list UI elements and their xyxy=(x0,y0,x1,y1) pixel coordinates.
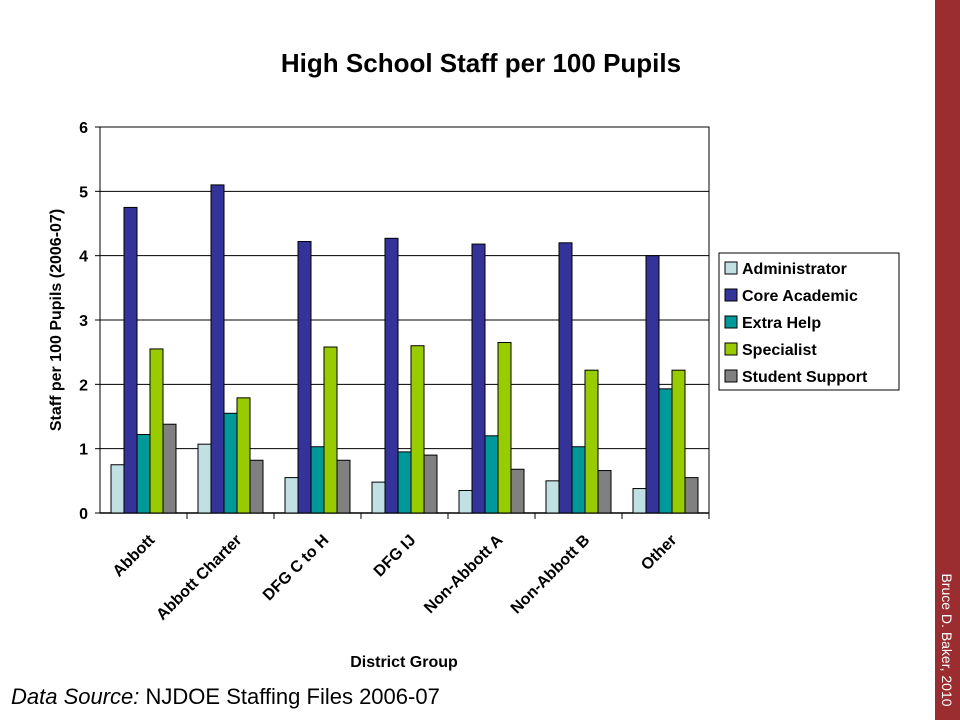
legend-swatch xyxy=(724,261,738,275)
legend-swatch xyxy=(724,342,738,356)
data-source: Data Source: NJDOE Staffing Files 2006-0… xyxy=(11,684,440,710)
sidebar-stripe xyxy=(935,0,960,720)
x-tick-label: Abbott xyxy=(110,531,159,580)
legend-swatch xyxy=(724,288,738,302)
y-axis-label: Staff per 100 Pupils (2006-07) xyxy=(48,209,65,431)
bar-core-academic xyxy=(210,184,225,514)
bar-administrator xyxy=(284,477,299,514)
y-tick-label: 1 xyxy=(79,442,88,459)
bar-administrator xyxy=(458,489,473,514)
y-tick-label: 6 xyxy=(79,120,88,137)
legend-label: Administrator xyxy=(742,261,847,278)
bar-extra-help xyxy=(223,412,238,514)
bar-administrator xyxy=(632,488,647,514)
data-source-label: Data Source: xyxy=(11,684,140,709)
author-credit: Bruce D. Baker, 2010 xyxy=(939,573,955,707)
legend-label: Specialist xyxy=(742,342,817,359)
y-tick-label: 4 xyxy=(79,249,88,266)
x-tick-label: DFG IJ xyxy=(371,532,419,580)
bar-specialist xyxy=(671,369,686,514)
bar-specialist xyxy=(149,348,164,514)
bar-specialist xyxy=(497,342,512,514)
bar-administrator xyxy=(197,443,212,514)
y-tick-label: 3 xyxy=(79,313,88,330)
bar-specialist xyxy=(236,397,251,514)
bar-specialist xyxy=(410,345,425,514)
bar-student-support xyxy=(162,423,177,514)
bar-core-academic xyxy=(384,237,399,514)
bar-student-support xyxy=(423,454,438,514)
legend: Administrator Core Academic Extra Help Spec… xyxy=(718,252,900,391)
legend-box xyxy=(718,252,900,391)
legend-swatch xyxy=(724,315,738,329)
bar-extra-help xyxy=(310,446,325,514)
bar-extra-help xyxy=(397,451,412,514)
bar-administrator xyxy=(371,481,386,514)
x-tick-label: Other xyxy=(638,532,680,574)
x-tick-label: DFG C to H xyxy=(260,532,332,604)
bar-extra-help xyxy=(571,446,586,514)
bar-student-support xyxy=(249,459,264,514)
y-tick-label: 0 xyxy=(79,506,88,523)
legend-label: Extra Help xyxy=(742,315,821,332)
bar-specialist xyxy=(323,346,338,514)
bar-student-support xyxy=(597,470,612,514)
bar-core-academic xyxy=(558,242,573,514)
x-tick-label: Abbott Charter xyxy=(153,532,245,624)
bar-core-academic xyxy=(471,243,486,514)
x-axis-label: District Group xyxy=(350,654,458,671)
x-tick-label: Non-Abbott B xyxy=(508,532,594,618)
bar-administrator xyxy=(110,464,125,514)
legend-swatch xyxy=(724,369,738,383)
bar-student-support xyxy=(684,477,699,514)
bar-core-academic xyxy=(297,241,312,514)
y-tick-label: 5 xyxy=(79,184,88,201)
bar-extra-help xyxy=(136,434,151,514)
bar-administrator xyxy=(545,480,560,514)
bar-extra-help xyxy=(484,435,499,514)
bar-core-academic xyxy=(123,206,138,514)
chart-title: High School Staff per 100 Pupils xyxy=(281,48,681,78)
bar-core-academic xyxy=(645,255,660,514)
bar-extra-help xyxy=(658,388,673,514)
legend-label: Student Support xyxy=(742,369,868,386)
bar-student-support xyxy=(510,468,525,514)
bar-specialist xyxy=(584,369,599,514)
legend-label: Core Academic xyxy=(742,288,858,305)
x-tick-label: Non-Abbott A xyxy=(421,531,506,616)
data-source-text: NJDOE Staffing Files 2006-07 xyxy=(139,684,440,709)
bar-student-support xyxy=(336,459,351,514)
y-tick-label: 2 xyxy=(79,377,88,394)
